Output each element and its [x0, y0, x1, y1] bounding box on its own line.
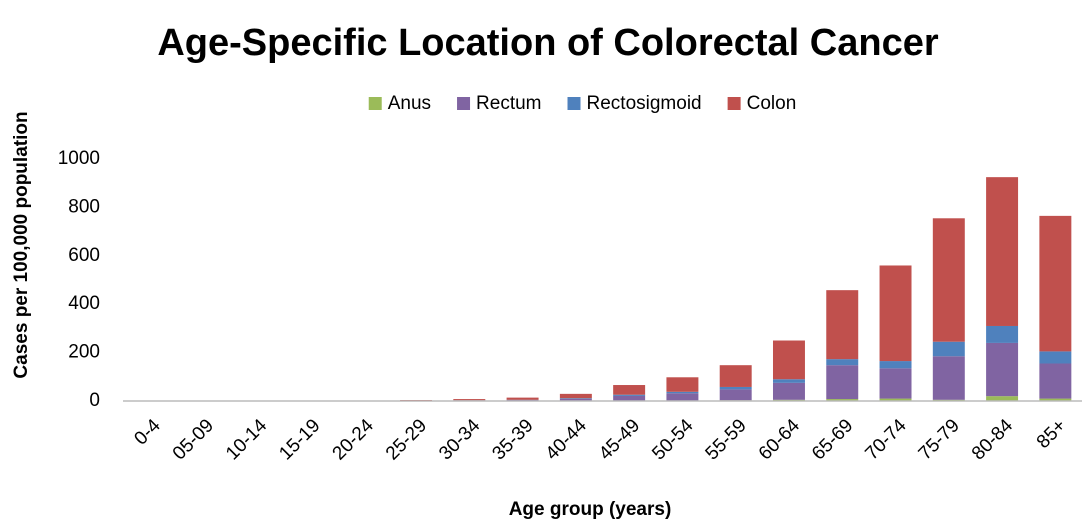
- bar-segment: [719, 389, 752, 401]
- bar-segment: [1039, 215, 1072, 352]
- bar-segment: [666, 393, 699, 401]
- x-tick-label: 25-29: [382, 415, 431, 464]
- legend-item: Anus: [368, 93, 431, 114]
- x-tick-label: 50-54: [648, 415, 698, 465]
- legend-label: Anus: [388, 93, 431, 114]
- bar-segment: [666, 377, 699, 392]
- legend-label: Colon: [747, 93, 797, 114]
- bar-segment: [719, 365, 752, 387]
- x-tick-label: 05-09: [169, 415, 218, 464]
- bar-segment: [932, 356, 965, 400]
- legend-item: Colon: [727, 93, 797, 114]
- bar-segment: [826, 290, 859, 360]
- bar-segment: [879, 265, 912, 362]
- x-tick-label: 15-19: [275, 415, 324, 464]
- legend-item: Rectum: [457, 93, 542, 114]
- y-axis-title: Cases per 100,000 population: [11, 111, 32, 378]
- x-tick-label: 45-49: [595, 415, 644, 464]
- bar-segment: [932, 341, 965, 357]
- legend-swatch: [457, 97, 471, 110]
- bar-segment: [772, 382, 805, 400]
- bar-segment: [559, 398, 592, 401]
- bar-segment: [613, 395, 646, 401]
- bar-segment: [986, 396, 1019, 401]
- bar-segment: [1039, 351, 1072, 364]
- x-tick-label: 65-69: [808, 415, 857, 464]
- legend-label: Rectum: [476, 93, 541, 114]
- bar-segment: [879, 361, 912, 369]
- bar-segment: [772, 379, 805, 383]
- legend: Anus Rectum Rectosigmoid Colon: [368, 93, 797, 114]
- bar-segment: [986, 342, 1019, 397]
- x-tick-label: 10-14: [222, 415, 272, 465]
- bar-segment: [1039, 398, 1072, 401]
- x-axis-title: Age group (years): [509, 499, 672, 520]
- y-tick-label: 800: [68, 196, 100, 217]
- bar-segment: [559, 398, 592, 399]
- y-tick-label: 0: [89, 390, 100, 411]
- legend-swatch: [727, 97, 741, 110]
- x-tick-label: 70-74: [861, 415, 911, 465]
- y-tick-label: 200: [68, 342, 100, 363]
- bar-segment: [826, 359, 859, 366]
- x-tick-label: 35-39: [488, 415, 537, 464]
- bar-segment: [879, 398, 912, 401]
- legend-item: Rectosigmoid: [567, 93, 702, 114]
- x-tick-label: 40-44: [542, 415, 592, 465]
- bar-segment: [879, 368, 912, 399]
- bar-segment: [613, 385, 646, 395]
- x-tick-label: 75-79: [915, 415, 964, 464]
- x-tick-label: 55-59: [702, 415, 751, 464]
- x-tick-label: 80-84: [968, 415, 1018, 465]
- bar-segment: [719, 386, 752, 390]
- bar-segment: [986, 325, 1019, 343]
- x-tick-label: 20-24: [329, 415, 379, 465]
- bar-segment: [772, 340, 805, 380]
- bar-segment: [666, 391, 699, 394]
- x-tick-label: 60-64: [755, 415, 805, 465]
- bar-segment: [559, 393, 592, 399]
- bar-segment: [453, 399, 486, 401]
- bar-segment: [932, 218, 965, 342]
- legend-swatch: [567, 97, 581, 110]
- legend-label: Rectosigmoid: [587, 93, 702, 114]
- legend-swatch: [368, 97, 382, 110]
- y-tick-label: 1000: [58, 148, 100, 169]
- bar-segment: [826, 399, 859, 401]
- bar-segment: [986, 177, 1019, 326]
- y-tick-label: 400: [68, 293, 100, 314]
- bar-segment: [613, 394, 646, 396]
- bar-segment: [826, 365, 859, 400]
- x-tick-label: 0-4: [130, 415, 165, 450]
- y-tick-label: 600: [68, 245, 100, 266]
- x-tick-label: 30-34: [435, 415, 485, 465]
- x-tick-label: 85+: [1033, 415, 1071, 453]
- chart-title: Age-Specific Location of Colorectal Canc…: [157, 22, 938, 64]
- bar-segment: [1039, 363, 1072, 399]
- bar-segment: [506, 397, 539, 400]
